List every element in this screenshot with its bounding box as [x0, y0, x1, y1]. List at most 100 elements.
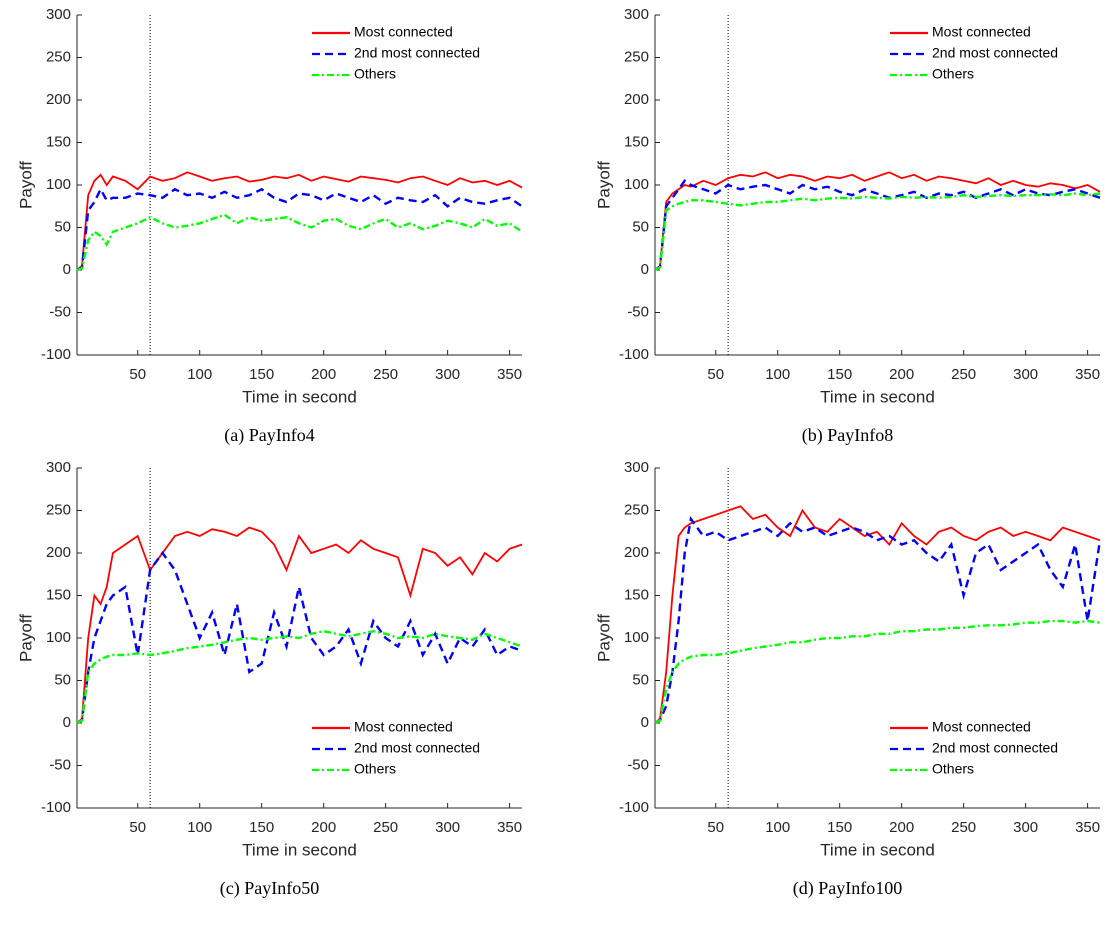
y-tick-label: 150 — [624, 133, 649, 150]
legend-label: 2nd most connected — [354, 45, 480, 61]
x-tick-label: 250 — [951, 366, 976, 383]
y-tick-label: 300 — [46, 459, 71, 476]
y-tick-label: 250 — [46, 501, 71, 518]
legend-label: Most connected — [354, 719, 453, 735]
series-line — [654, 619, 1101, 725]
subplot: -100 -50 0 50 100 150 200 250 300 50 100 150 200 250 3… — [594, 6, 1101, 446]
legend-label: Others — [354, 66, 396, 82]
series-line — [76, 171, 523, 271]
x-tick-label: 150 — [827, 819, 852, 836]
x-tick-label: 100 — [187, 819, 212, 836]
y-tick-label: 150 — [46, 586, 71, 603]
x-tick-label: 200 — [889, 819, 914, 836]
y-tick-label: 300 — [46, 6, 71, 23]
x-axis-label: Time in second — [242, 387, 357, 406]
x-tick-label: 300 — [1013, 366, 1038, 383]
legend-label: Most connected — [932, 719, 1031, 735]
x-tick-label: 100 — [187, 366, 212, 383]
y-tick-label: -100 — [41, 346, 71, 363]
y-tick-label: -50 — [627, 756, 649, 773]
y-tick-label: 100 — [624, 176, 649, 193]
y-tick-label: 250 — [624, 48, 649, 65]
x-tick-label: 350 — [497, 819, 522, 836]
x-tick-label: 300 — [435, 819, 460, 836]
legend-label: 2nd most connected — [354, 740, 480, 756]
y-axis-label: Payoff — [16, 614, 35, 662]
y-tick-label: 150 — [46, 133, 71, 150]
y-tick-label: 50 — [54, 218, 71, 235]
series-line — [654, 505, 1101, 724]
x-axis-label: Time in second — [820, 840, 935, 859]
x-tick-label: 100 — [765, 819, 790, 836]
y-tick-label: 250 — [46, 48, 71, 65]
subplot: -100 -50 0 50 100 150 200 250 300 50 100 150 200 250 3… — [594, 459, 1102, 899]
x-axis-label: Time in second — [242, 840, 357, 859]
y-tick-label: 200 — [46, 544, 71, 561]
y-tick-label: -100 — [619, 346, 649, 363]
y-axis-label: Payoff — [594, 614, 613, 662]
y-tick-label: 0 — [63, 261, 71, 278]
y-tick-label: 100 — [46, 176, 71, 193]
x-tick-label: 350 — [497, 366, 522, 383]
legend-label: Others — [354, 761, 396, 777]
legend-label: 2nd most connected — [932, 45, 1058, 61]
y-tick-label: 50 — [632, 671, 649, 688]
x-tick-label: 50 — [129, 819, 146, 836]
legend-label: Most connected — [932, 24, 1031, 40]
series-line — [654, 179, 1101, 271]
x-tick-label: 300 — [1013, 819, 1038, 836]
legend-label: Most connected — [354, 24, 453, 40]
y-tick-label: 0 — [63, 714, 71, 731]
y-tick-label: 250 — [624, 501, 649, 518]
subplot: -100 -50 0 50 100 150 200 250 300 50 100 150 200 250 3… — [16, 459, 523, 899]
x-tick-label: 350 — [1075, 366, 1100, 383]
caption: (a) PayInfo4 — [224, 425, 314, 446]
y-tick-label: -100 — [41, 799, 71, 816]
x-tick-label: 300 — [435, 366, 460, 383]
x-tick-label: 150 — [249, 366, 274, 383]
caption: (d) PayInfo100 — [793, 878, 902, 899]
y-tick-label: -50 — [49, 756, 71, 773]
subplot: -100 -50 0 50 100 150 200 250 300 50 100 150 200 250 3… — [16, 6, 523, 446]
x-tick-label: 350 — [1075, 819, 1100, 836]
caption: (c) PayInfo50 — [220, 878, 319, 899]
x-axis-label: Time in second — [820, 387, 935, 406]
y-tick-label: 150 — [624, 586, 649, 603]
y-axis-label: Payoff — [16, 161, 35, 209]
x-tick-label: 150 — [827, 366, 852, 383]
series-line — [76, 550, 523, 725]
y-axis-label: Payoff — [594, 161, 613, 209]
y-tick-label: 200 — [624, 91, 649, 108]
x-tick-label: 50 — [129, 366, 146, 383]
legend-label: Others — [932, 66, 974, 82]
y-tick-label: 100 — [624, 629, 649, 646]
x-tick-label: 200 — [889, 366, 914, 383]
x-tick-label: 50 — [707, 819, 724, 836]
y-tick-label: 0 — [641, 261, 649, 278]
y-tick-label: 50 — [632, 218, 649, 235]
x-tick-label: 50 — [707, 366, 724, 383]
y-tick-label: -50 — [49, 303, 71, 320]
x-tick-label: 200 — [311, 819, 336, 836]
series-line — [76, 629, 523, 725]
series-line — [76, 186, 523, 272]
x-tick-label: 250 — [951, 819, 976, 836]
y-tick-label: 200 — [46, 91, 71, 108]
y-tick-label: 100 — [46, 629, 71, 646]
caption: (b) PayInfo8 — [802, 425, 893, 446]
legend-label: 2nd most connected — [932, 740, 1058, 756]
series-line — [76, 526, 523, 724]
x-tick-label: 100 — [765, 366, 790, 383]
y-tick-label: -50 — [627, 303, 649, 320]
y-tick-label: 50 — [54, 671, 71, 688]
y-tick-label: 300 — [624, 459, 649, 476]
y-tick-label: 200 — [624, 544, 649, 561]
series-line — [654, 171, 1101, 271]
y-tick-label: -100 — [619, 799, 649, 816]
legend-label: Others — [932, 761, 974, 777]
y-tick-label: 300 — [624, 6, 649, 23]
x-tick-label: 250 — [373, 366, 398, 383]
series-line — [76, 213, 523, 272]
